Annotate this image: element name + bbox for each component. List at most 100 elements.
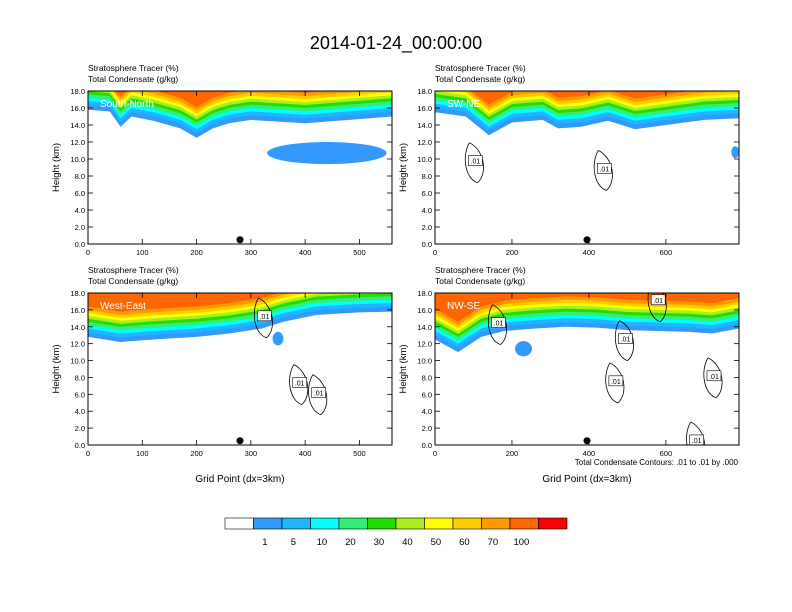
y-tick-label: 6.0 bbox=[422, 189, 432, 198]
x-tick-label: 500 bbox=[353, 449, 366, 458]
plot-frame bbox=[87, 292, 393, 446]
y-axis-label: Height (km) bbox=[51, 344, 62, 393]
y-tick-label: 18.0 bbox=[417, 289, 432, 298]
y-tick-label: 10.0 bbox=[417, 357, 432, 366]
condensate-contour-2 bbox=[593, 149, 613, 191]
contour-label-4: .01 bbox=[611, 379, 621, 386]
x-tick-label: 100 bbox=[136, 248, 149, 257]
y-tick-label: 2.0 bbox=[422, 424, 432, 433]
y-tick-label: 8.0 bbox=[75, 373, 85, 382]
colorbar-label-8: 60 bbox=[459, 537, 470, 548]
center-marker bbox=[236, 236, 244, 244]
x-tick-label: 400 bbox=[583, 449, 596, 458]
contour-label-1: .01 bbox=[653, 298, 663, 305]
colorbar: 1 5 10 20 30 40 50 60 70 100 bbox=[224, 517, 568, 548]
condensate-contour-6 bbox=[686, 421, 705, 445]
x-tick-label: 200 bbox=[506, 248, 519, 257]
colorbar-label-4: 20 bbox=[345, 537, 356, 548]
x-tick-label: 200 bbox=[190, 248, 203, 257]
tracer-patch-1 bbox=[515, 341, 532, 357]
plot-frame bbox=[434, 292, 740, 446]
colorbar-label-3: 10 bbox=[317, 537, 328, 548]
x-tick-label: 0 bbox=[86, 449, 90, 458]
contour-label-box-1 bbox=[257, 310, 272, 322]
contour-label-3: .01 bbox=[621, 337, 631, 344]
colorbar-swatch-3 bbox=[281, 517, 311, 530]
center-marker bbox=[236, 437, 244, 445]
y-tick-label: 2.0 bbox=[422, 223, 432, 232]
contour-label-box-2 bbox=[597, 163, 612, 174]
y-tick-label: 4.0 bbox=[75, 206, 85, 215]
contour-label-2: .01 bbox=[599, 166, 609, 173]
x-tick-label: 0 bbox=[86, 248, 90, 257]
x-tick-label: 600 bbox=[660, 248, 673, 257]
colorbar-label-5: 30 bbox=[374, 537, 385, 548]
plot-area: .01 .01 .01 .01 .01 .01 bbox=[435, 293, 739, 445]
center-marker bbox=[583, 236, 591, 244]
colorbar-swatch-11 bbox=[509, 517, 539, 530]
x-tick-label: 500 bbox=[353, 248, 366, 257]
y-tick-label: 10.0 bbox=[70, 357, 85, 366]
colorbar-swatch-7 bbox=[395, 517, 425, 530]
condensate-contour-1 bbox=[464, 142, 484, 184]
panel-title-line1: Stratosphere Tracer (%) bbox=[88, 63, 179, 73]
y-tick-label: 14.0 bbox=[417, 323, 432, 332]
y-tick-label: 16.0 bbox=[70, 306, 85, 315]
contour-label-box-2 bbox=[292, 377, 308, 388]
plot-frame bbox=[434, 90, 740, 245]
colorbar-swatch-9 bbox=[452, 517, 482, 530]
y-tick-label: 18.0 bbox=[417, 87, 432, 96]
x-tick-label: 600 bbox=[660, 449, 673, 458]
x-tick-label: 400 bbox=[299, 248, 312, 257]
colorbar-swatch-1 bbox=[224, 517, 254, 530]
tracer-patch-1 bbox=[267, 142, 387, 165]
contour-label-6: .01 bbox=[692, 438, 702, 445]
panel-label: NW-SE bbox=[447, 301, 480, 312]
colorbar-label-2: 5 bbox=[291, 537, 296, 548]
plot-frame bbox=[87, 90, 393, 245]
x-tick-label: 300 bbox=[245, 449, 258, 458]
colorbar-swatch-5 bbox=[338, 517, 368, 530]
y-tick-label: 8.0 bbox=[422, 172, 432, 181]
contour-footnote: Total Condensate Contours: .01 to .01 by… bbox=[575, 458, 739, 467]
contour-label-box-3 bbox=[311, 387, 327, 398]
y-tick-label: 2.0 bbox=[75, 424, 85, 433]
x-tick-label: 0 bbox=[433, 449, 437, 458]
tracer-band-10 bbox=[114, 91, 327, 108]
contour-label-3: .01 bbox=[314, 391, 324, 398]
tracer-band-10 bbox=[471, 91, 692, 105]
y-tick-label: 12.0 bbox=[70, 340, 85, 349]
panel-label: West-East bbox=[100, 301, 146, 312]
center-marker bbox=[583, 437, 591, 445]
y-tick-label: 10.0 bbox=[417, 155, 432, 164]
contour-label-box-1 bbox=[650, 294, 666, 306]
condensate-contour-1 bbox=[253, 297, 273, 339]
panel-title-line2: Total Condensate (g/kg) bbox=[88, 276, 178, 286]
colorbar-swatch-2 bbox=[253, 517, 283, 530]
condensate-contour-2 bbox=[487, 304, 507, 346]
condensate-contour-4 bbox=[605, 362, 625, 404]
contour-label-5: .01 bbox=[709, 374, 719, 381]
y-tick-label: 0.0 bbox=[422, 240, 432, 249]
y-tick-label: 18.0 bbox=[70, 289, 85, 298]
y-tick-label: 14.0 bbox=[70, 323, 85, 332]
x-tick-label: 400 bbox=[299, 449, 312, 458]
y-tick-label: 12.0 bbox=[70, 138, 85, 147]
contour-label-box-5 bbox=[706, 370, 722, 382]
y-tick-label: 18.0 bbox=[70, 87, 85, 96]
tracer-band-10 bbox=[88, 293, 279, 312]
tracer-patch-1 bbox=[731, 146, 739, 159]
contour-label-box-4 bbox=[608, 375, 624, 387]
y-tick-label: 16.0 bbox=[70, 104, 85, 113]
y-tick-label: 10.0 bbox=[70, 155, 85, 164]
x-tick-label: 400 bbox=[583, 248, 596, 257]
y-axis-label: Height (km) bbox=[51, 143, 62, 192]
y-axis-label: Height (km) bbox=[398, 344, 409, 393]
y-tick-label: 0.0 bbox=[422, 441, 432, 450]
panel-title-line1: Stratosphere Tracer (%) bbox=[435, 63, 526, 73]
y-tick-label: 2.0 bbox=[75, 223, 85, 232]
colorbar-swatch-12 bbox=[538, 517, 568, 530]
colorbar-label-10: 100 bbox=[513, 537, 529, 548]
colorbar-label-7: 50 bbox=[431, 537, 442, 548]
colorbar-swatch-8 bbox=[424, 517, 454, 530]
